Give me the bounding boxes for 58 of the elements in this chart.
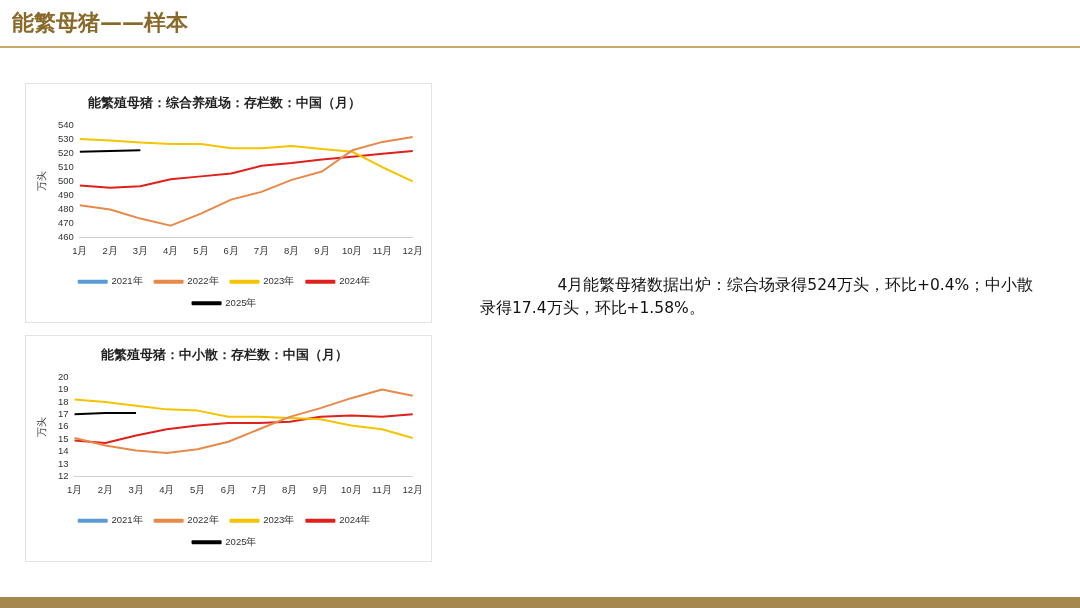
- x-tick-label: 10月: [340, 483, 362, 495]
- x-tick-label: 1月: [72, 244, 88, 256]
- text: 4月能繁母猪数据出炉：综合场录得524万头，环比+0.4%；中小散录得17.4万头，环比+1.58%。: [480, 275, 1035, 319]
- y-tick-label: 17: [57, 407, 69, 419]
- x-tick-label: 6月: [223, 244, 239, 256]
- x-tick-label: 9月: [314, 244, 330, 256]
- y-axis-title: 万头: [35, 416, 47, 437]
- x-tick-label: 12月: [402, 483, 424, 495]
- legend-label: 2025年: [225, 296, 257, 308]
- x-tick-label: 4月: [162, 244, 179, 256]
- x-tick-label: 7月: [251, 483, 267, 495]
- y-tick-label: 500: [57, 174, 74, 186]
- x-tick-label: 4月: [159, 483, 175, 495]
- x-tick-label: 8月: [284, 244, 300, 256]
- x-tick-label: 5月: [189, 483, 206, 495]
- x-tick-label: 6月: [220, 483, 236, 495]
- x-tick-label: 5月: [193, 244, 209, 256]
- x-tick-label: 7月: [253, 244, 270, 256]
- y-tick-label: 15: [57, 432, 69, 444]
- y-axis-title: 万头: [35, 171, 47, 192]
- y-tick-label: 12: [57, 470, 69, 482]
- legend-label: 2025年: [225, 535, 257, 547]
- legend-label: 2024年: [339, 275, 371, 287]
- y-tick-label: 510: [57, 160, 74, 172]
- y-tick-label: 18: [57, 395, 69, 407]
- y-tick-label: 480: [57, 203, 74, 215]
- y-tick-label: 14: [57, 445, 69, 457]
- legend-label: 2021年: [111, 514, 143, 526]
- y-tick-label: 13: [57, 457, 69, 469]
- x-tick-label: 9月: [312, 483, 329, 495]
- y-tick-label: 460: [57, 231, 74, 243]
- x-tick-label: 10月: [341, 244, 363, 256]
- y-tick-label: 470: [57, 217, 74, 229]
- x-tick-label: 3月: [132, 244, 149, 256]
- y-tick-label: 19: [57, 383, 69, 395]
- x-tick-label: 3月: [128, 483, 144, 495]
- legend-label: 2022年: [187, 514, 219, 526]
- x-tick-label: 12月: [402, 244, 424, 256]
- x-tick-label: 11月: [372, 483, 392, 495]
- legend-label: 2021年: [111, 275, 143, 287]
- chart-title: 能繁殖母猪：综合养殖场：存栏数：中国（月）: [88, 94, 361, 110]
- legend-label: 2023年: [263, 514, 295, 526]
- legend-label: 2024年: [339, 514, 371, 526]
- y-tick-label: 540: [57, 118, 74, 130]
- x-tick-label: 2月: [102, 244, 118, 256]
- chart-title: 能繁殖母猪：中小散：存栏数：中国（月）: [101, 346, 348, 362]
- y-tick-label: 490: [57, 189, 74, 200]
- x-tick-label: 8月: [282, 483, 298, 495]
- x-tick-label: 11月: [372, 244, 393, 256]
- x-tick-label: 2月: [97, 483, 113, 495]
- x-tick-label: 1月: [66, 483, 83, 495]
- y-tick-label: 16: [57, 420, 69, 432]
- y-tick-label: 20: [57, 370, 69, 382]
- text: 能繁母猪——样本: [12, 9, 188, 37]
- legend-label: 2023年: [263, 275, 295, 287]
- y-tick-label: 530: [57, 132, 74, 144]
- y-tick-label: 520: [57, 146, 74, 158]
- legend-label: 2022年: [187, 275, 219, 287]
